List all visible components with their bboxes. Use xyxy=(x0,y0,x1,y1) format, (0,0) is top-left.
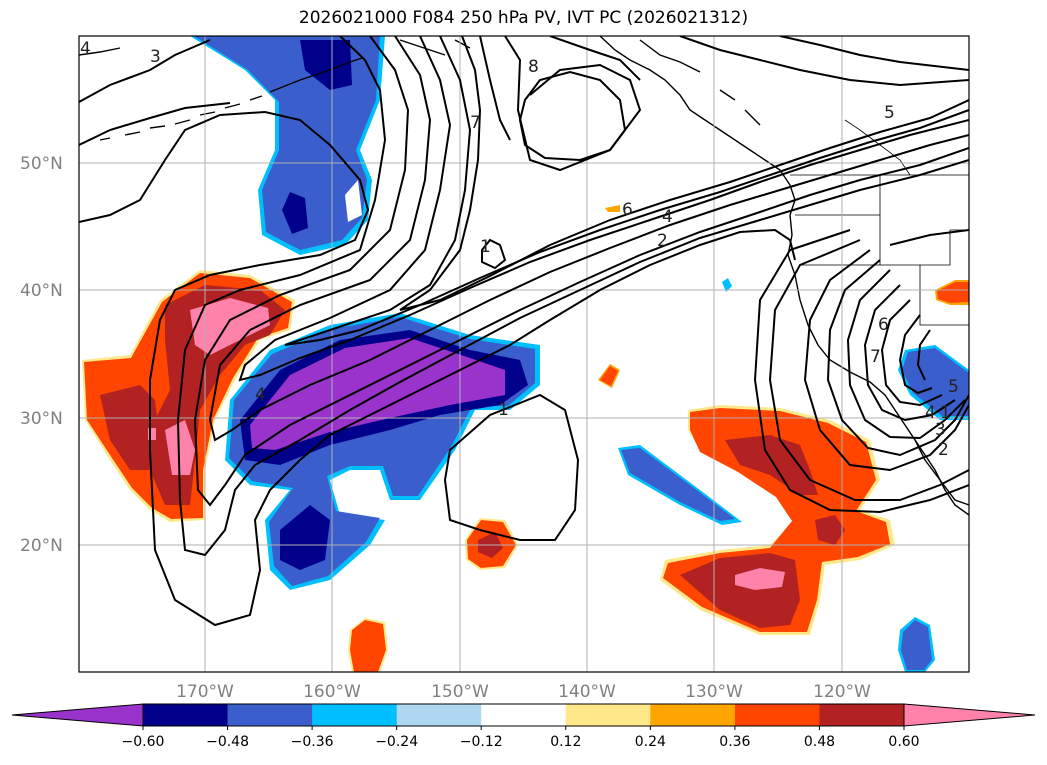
colorbar-segment xyxy=(734,704,820,726)
lat-label: 30°N xyxy=(20,409,63,429)
colorbar-segment xyxy=(650,704,736,726)
contour-label: 3 xyxy=(935,420,946,440)
contour-label: 5 xyxy=(948,377,959,397)
positive-pv-shading xyxy=(82,205,969,672)
pv-contours xyxy=(79,36,969,627)
contour-label: 7 xyxy=(870,347,881,367)
colorbar: −0.60 −0.48 −0.36 −0.24 −0.12 0.12 0.24 0.36 0.4… xyxy=(11,703,1036,750)
lon-label: 160°W xyxy=(303,682,361,702)
lon-labels: 170°W 160°W 150°W 140°W 130°W 120°W xyxy=(176,682,871,702)
lat-label: 20°N xyxy=(20,536,63,556)
colorbar-tick-label: 0.48 xyxy=(804,734,835,750)
contour-label: 2 xyxy=(657,231,668,251)
colorbar-tick-label: 0.12 xyxy=(550,734,581,750)
lon-label: 170°W xyxy=(176,682,234,702)
gridlines xyxy=(79,36,969,672)
colorbar-frame xyxy=(142,703,905,727)
negative-pv-shading xyxy=(190,36,969,672)
contour-label: 7 xyxy=(470,113,481,133)
contour-label: 5 xyxy=(884,103,895,123)
contour-label: 4 xyxy=(255,385,266,405)
contour-label: 3 xyxy=(150,47,161,67)
colorbar-tick-label: 0.60 xyxy=(888,734,919,750)
contour-label: 4 xyxy=(80,39,91,59)
lat-label: 50°N xyxy=(20,154,63,174)
lon-label: 130°W xyxy=(685,682,743,702)
contour-label: 1 xyxy=(940,403,951,423)
colorbar-segment xyxy=(565,704,651,726)
contour-label: 8 xyxy=(528,57,539,77)
colorbar-tick-label: −0.12 xyxy=(460,734,503,750)
colorbar-extend-left xyxy=(11,703,144,727)
colorbar-tick-label: 0.24 xyxy=(635,734,666,750)
colorbar-segments xyxy=(11,703,1036,727)
lat-labels: 50°N 40°N 30°N 20°N xyxy=(20,154,63,556)
colorbar-segment xyxy=(227,704,313,726)
contour-label: 6 xyxy=(622,200,633,220)
colorbar-segment xyxy=(312,704,398,726)
contour-label: 1 xyxy=(480,237,491,257)
lat-label: 40°N xyxy=(20,281,63,301)
map-frame xyxy=(78,35,970,673)
contour-label: 1 xyxy=(498,400,509,420)
colorbar-segment xyxy=(819,704,905,726)
colorbar-tick-label: −0.60 xyxy=(122,734,165,750)
contour-label: 2 xyxy=(938,440,949,460)
colorbar-tick-label: −0.48 xyxy=(206,734,249,750)
colorbar-extend-right xyxy=(903,703,1036,727)
contour-labels: 3 4 8 7 1 6 4 2 5 1 4 1 6 7 5 4 3 2 xyxy=(80,39,959,460)
map-title: 2026021000 F084 250 hPa PV, IVT PC (2026… xyxy=(298,8,749,28)
colorbar-ticks: −0.60 −0.48 −0.36 −0.24 −0.12 0.12 0.24 0.36 0.4… xyxy=(122,726,920,750)
lon-label: 150°W xyxy=(431,682,489,702)
contour-label: 4 xyxy=(925,403,936,423)
colorbar-segment xyxy=(481,704,567,726)
colorbar-tick-label: −0.24 xyxy=(375,734,418,750)
lon-label: 140°W xyxy=(558,682,616,702)
colorbar-segment xyxy=(396,704,482,726)
contour-label: 6 xyxy=(878,315,889,335)
colorbar-tick-label: 0.36 xyxy=(719,734,750,750)
colorbar-segment xyxy=(143,704,229,726)
colorbar-tick-label: −0.36 xyxy=(291,734,334,750)
contour-label: 4 xyxy=(662,207,673,227)
lon-label: 120°W xyxy=(813,682,871,702)
